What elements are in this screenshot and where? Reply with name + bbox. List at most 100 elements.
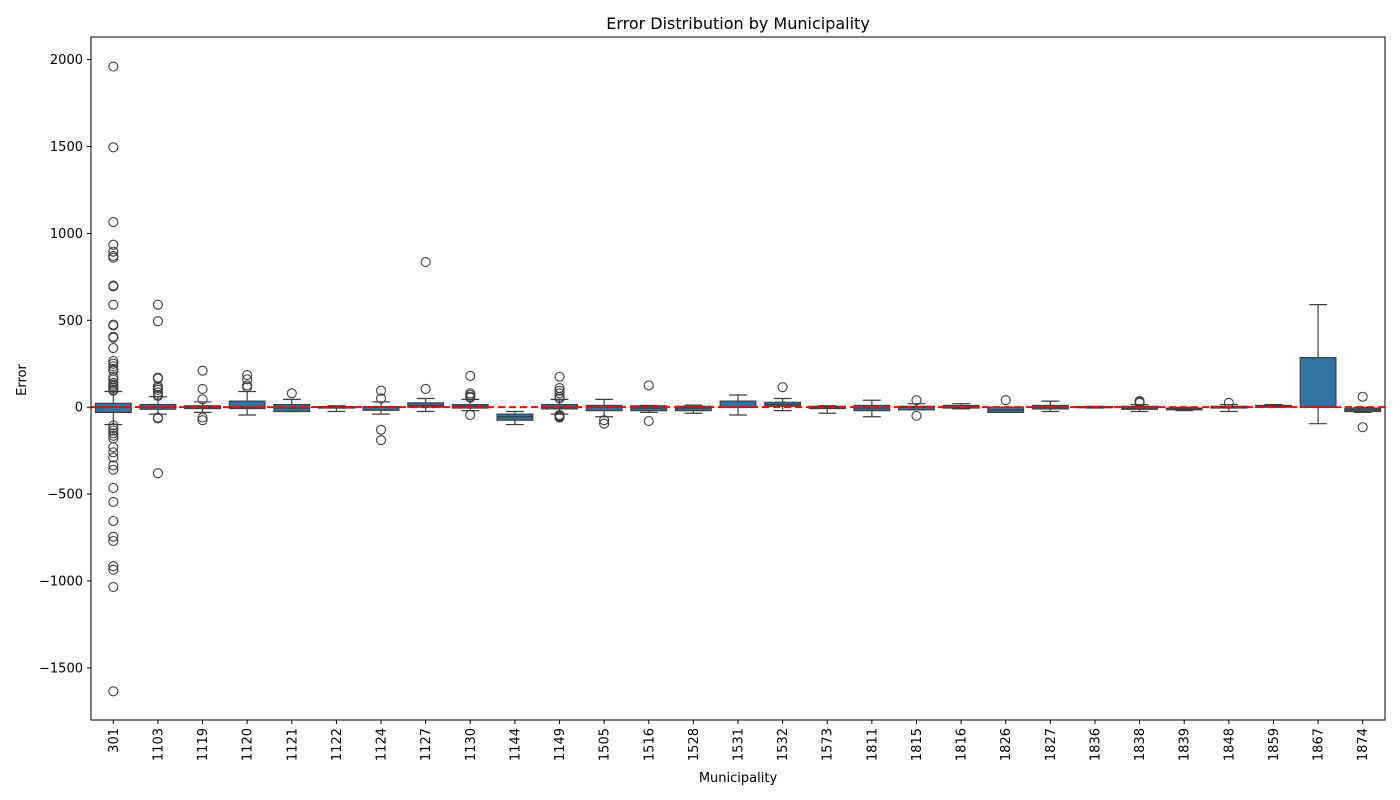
outlier-point xyxy=(108,496,119,507)
x-tick-label: 1816 xyxy=(955,728,970,761)
outlier-point xyxy=(108,464,119,475)
y-tick-label: 2000 xyxy=(50,53,83,68)
x-tick-label: 1505 xyxy=(598,728,613,761)
outlier-point xyxy=(777,382,788,393)
outlier-point xyxy=(108,581,119,593)
outlier-point xyxy=(108,332,119,343)
outlier-point xyxy=(108,356,119,367)
box-1505 xyxy=(585,398,623,429)
outlier-point xyxy=(108,281,119,292)
outlier-point xyxy=(242,382,253,393)
x-axis-title: Municipality xyxy=(699,771,778,786)
outlier-point xyxy=(108,371,119,382)
box-body xyxy=(719,400,757,408)
outlier-point xyxy=(465,409,476,421)
outlier-point xyxy=(108,425,119,436)
y-tick-label: −500 xyxy=(47,488,83,503)
outlier-point xyxy=(108,564,119,575)
x-tick-label: 1848 xyxy=(1222,728,1237,761)
outlier-point xyxy=(108,515,119,527)
y-tick-label: −1500 xyxy=(39,661,83,676)
box-1124 xyxy=(362,385,400,446)
y-tick-label: 0 xyxy=(75,401,83,416)
outlier-point xyxy=(108,320,119,331)
box-1144 xyxy=(496,410,534,426)
outlier-point xyxy=(554,385,565,396)
x-tick-label: 1836 xyxy=(1088,728,1103,761)
outlier-point xyxy=(108,686,119,697)
outlier-point xyxy=(420,257,431,268)
y-tick-label: −1000 xyxy=(39,574,83,589)
box-1874 xyxy=(1344,391,1382,433)
box-1149 xyxy=(541,371,578,423)
outlier-point xyxy=(375,385,387,396)
outlier-point xyxy=(152,299,163,310)
x-tick-label: 1516 xyxy=(642,728,657,761)
outlier-point xyxy=(108,61,119,72)
x-tick-label: 1815 xyxy=(910,728,925,761)
box-1528 xyxy=(674,404,712,414)
outlier-point xyxy=(108,239,119,250)
outlier-point xyxy=(1357,391,1368,402)
box-1119 xyxy=(184,365,221,426)
plot-frame xyxy=(90,36,1386,721)
box-1848 xyxy=(1210,397,1248,413)
outlier-point xyxy=(152,413,163,424)
outlier-point xyxy=(152,387,163,398)
box-1811 xyxy=(853,399,891,418)
outlier-point xyxy=(152,384,163,395)
outlier-point xyxy=(108,420,119,431)
outlier-point xyxy=(554,388,565,399)
outlier-point xyxy=(152,316,163,327)
outlier-point xyxy=(643,416,654,427)
outlier-point xyxy=(108,460,119,471)
outlier-point xyxy=(197,412,208,423)
x-tick-label: 1531 xyxy=(732,728,747,761)
x-tick-label: 1867 xyxy=(1312,728,1327,761)
outlier-point xyxy=(643,380,654,391)
outlier-point xyxy=(108,358,119,369)
outlier-point xyxy=(465,370,476,381)
outlier-point xyxy=(554,393,565,404)
outlier-point xyxy=(197,365,208,376)
outlier-point xyxy=(108,535,119,547)
outlier-point xyxy=(108,428,119,439)
x-tick-label: 1528 xyxy=(687,728,702,761)
x-tick-label: 1532 xyxy=(776,728,791,761)
outlier-point xyxy=(554,412,565,423)
outlier-point xyxy=(108,482,119,494)
outlier-point xyxy=(108,385,119,396)
x-tick-label: 1859 xyxy=(1267,728,1282,761)
x-tick-label: 1120 xyxy=(241,728,256,761)
x-tick-label: 1838 xyxy=(1133,728,1148,761)
box-body xyxy=(1299,357,1337,408)
outlier-point xyxy=(108,217,119,228)
outlier-point xyxy=(152,390,163,401)
outlier-point xyxy=(554,371,565,382)
outlier-point xyxy=(152,373,163,384)
outlier-point xyxy=(1357,422,1368,433)
box-301 xyxy=(94,61,132,697)
x-tick-label: 1149 xyxy=(553,728,568,761)
outlier-point xyxy=(108,452,119,463)
box-body xyxy=(228,400,266,410)
box-1130 xyxy=(451,370,489,421)
x-tick-label: 1811 xyxy=(865,728,880,761)
x-tick-label: 1124 xyxy=(375,728,390,761)
box-1120 xyxy=(228,369,266,416)
y-axis: −1500 −1000 −500 0 500 1000 1500 2000 xyxy=(39,53,91,676)
outlier-point xyxy=(108,422,119,434)
outlier-point xyxy=(108,252,119,263)
outlier-point xyxy=(1000,395,1011,406)
outlier-point xyxy=(108,142,119,153)
outlier-point xyxy=(197,394,208,405)
x-tick-label: 1119 xyxy=(196,728,211,761)
x-tick-label: 1874 xyxy=(1356,728,1371,761)
x-tick-label: 1826 xyxy=(999,728,1014,761)
outlier-point xyxy=(375,393,387,404)
outlier-point xyxy=(108,531,119,542)
outlier-point xyxy=(108,343,119,354)
box-1826 xyxy=(987,395,1025,413)
outlier-point xyxy=(108,442,119,453)
